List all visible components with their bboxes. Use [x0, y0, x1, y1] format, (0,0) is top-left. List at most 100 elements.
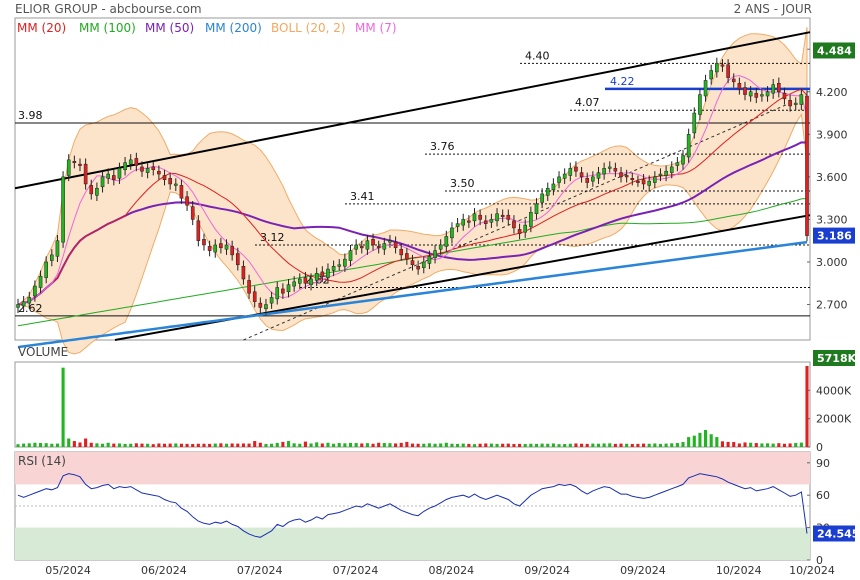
volume-y-tick-label: 0 — [816, 441, 823, 454]
candle-body — [16, 304, 20, 308]
candle-body — [140, 166, 144, 172]
volume-bar — [720, 441, 725, 447]
volume-bar — [630, 444, 634, 447]
current-price-badge — [813, 227, 855, 244]
candle-body — [100, 176, 105, 188]
volume-bar — [540, 443, 544, 447]
volume-bar — [557, 444, 561, 447]
rsi-y-tick-label: 90 — [816, 457, 830, 470]
volume-y-tick-label: 2000K — [816, 413, 852, 426]
volume-bar — [732, 442, 736, 447]
candle-body — [252, 291, 257, 302]
volume-bar — [298, 443, 302, 447]
candle-body — [777, 83, 781, 93]
candle-body — [123, 162, 127, 171]
volume-bar — [619, 443, 623, 447]
candle-body — [455, 223, 460, 227]
volume-bar — [726, 441, 730, 447]
volume-bar — [247, 443, 251, 447]
volume-bar — [591, 443, 595, 447]
volume-bar — [134, 443, 138, 447]
volume-bar — [546, 443, 550, 447]
candle-body — [185, 196, 189, 206]
volume-bar — [174, 443, 178, 447]
volume-bar — [112, 443, 116, 447]
volume-bar — [253, 441, 257, 447]
volume-bar — [625, 443, 629, 447]
upper-trendline — [14, 31, 811, 190]
candle-body — [421, 261, 426, 268]
candle-body — [529, 212, 533, 227]
level-label: 3.98 — [18, 109, 43, 122]
volume-bar — [461, 443, 465, 447]
candle-body — [314, 273, 319, 281]
price-y-tick-label: 4.200 — [816, 86, 848, 99]
volume-bar — [208, 443, 212, 447]
candle-body — [591, 176, 595, 182]
volume-bar — [608, 443, 612, 447]
rsi-last-label: 24.545 — [817, 527, 859, 540]
candle-body — [134, 158, 139, 166]
candle-body — [258, 302, 263, 308]
volume-bar — [399, 442, 403, 447]
volume-bar — [382, 443, 386, 447]
volume-bar — [360, 443, 364, 447]
candle-body — [410, 260, 415, 266]
volume-bar — [213, 443, 217, 447]
volume-bar — [647, 443, 651, 447]
volume-bar — [574, 443, 578, 447]
volume-bar — [123, 443, 127, 447]
price-y-tick-label: 2.700 — [816, 299, 848, 312]
candle-body — [715, 63, 719, 73]
volume-bar — [61, 367, 65, 447]
volume-bar — [596, 443, 601, 447]
volume-bar — [332, 443, 336, 447]
candle-body — [343, 258, 347, 267]
candle-body — [647, 180, 652, 186]
volume-bar — [501, 443, 505, 447]
candle-body — [641, 179, 646, 185]
candle-body — [354, 244, 358, 250]
volume-bar — [777, 443, 781, 447]
volume-bar — [799, 442, 803, 447]
volume-bar — [551, 443, 555, 447]
volume-bar — [140, 443, 144, 447]
candle-body — [230, 246, 234, 256]
candle-body — [500, 214, 505, 217]
candle-body — [427, 256, 432, 264]
volume-bar — [568, 443, 572, 447]
volume-bar — [658, 443, 663, 447]
candle-body — [788, 100, 792, 107]
x-tick-label: 06/2024 — [141, 564, 187, 577]
volume-bar — [439, 443, 443, 447]
candle-body — [173, 183, 178, 186]
volume-bar — [433, 443, 437, 447]
volume-bar — [394, 443, 398, 447]
volume-bar — [760, 443, 764, 447]
candle-body — [698, 94, 702, 115]
candle-body — [348, 250, 353, 261]
volume-bar — [636, 443, 640, 447]
candle-body — [66, 159, 71, 176]
candle-body — [309, 278, 313, 285]
volume-bar — [337, 443, 341, 447]
volume-bar — [377, 442, 381, 447]
volume-bar — [365, 443, 369, 447]
candle-body — [393, 241, 398, 249]
volume-bar — [348, 442, 353, 447]
volume-bar — [146, 443, 150, 447]
candle-body — [607, 166, 612, 169]
candle-body — [720, 64, 725, 67]
volume-bar — [286, 441, 291, 447]
x-tick-label: 05/2024 — [45, 564, 91, 577]
candle-body — [782, 92, 787, 100]
candle-body — [551, 183, 556, 190]
candle-body — [376, 246, 381, 249]
rsi-y-tick-label: 0 — [816, 554, 823, 567]
volume-bar — [692, 435, 696, 447]
candle-body — [675, 162, 680, 166]
volume-bar — [100, 443, 105, 447]
volume-bar — [506, 443, 510, 447]
candle-body — [117, 168, 122, 179]
volume-bar — [129, 443, 133, 447]
